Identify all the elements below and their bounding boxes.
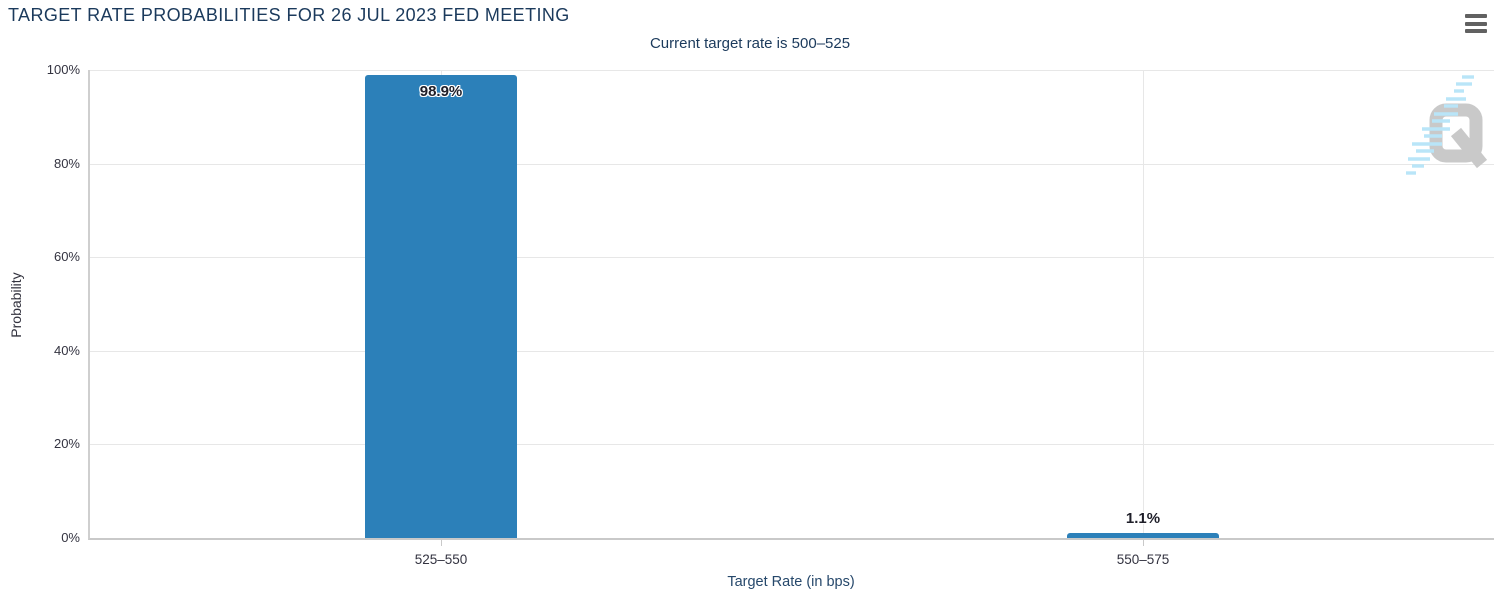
chart-subtitle: Current target rate is 500–525	[649, 35, 851, 52]
bar-value-label: 1.1%	[1125, 509, 1161, 527]
x-axis-tick	[441, 540, 442, 546]
plot-area: 98.9% 525–550 1.1% 550–575	[88, 70, 1494, 567]
bar-value-label: 98.9%	[419, 83, 463, 101]
menu-bar	[1465, 14, 1487, 18]
hamburger-menu-icon[interactable]	[1465, 14, 1487, 33]
menu-bar	[1465, 29, 1487, 33]
y-tick-label: 60%	[53, 249, 80, 265]
y-tick-label: 80%	[53, 155, 80, 171]
x-axis-title: Target Rate (in bps)	[727, 574, 855, 590]
y-gridline	[90, 257, 1494, 259]
x-tick-label: 525–550	[414, 552, 468, 567]
bar-525–550[interactable]	[365, 75, 517, 538]
x-tick-label: 550–575	[1116, 552, 1170, 567]
y-gridline	[90, 350, 1494, 352]
y-tick-label: 20%	[53, 436, 80, 452]
y-tick-label: 40%	[53, 342, 80, 358]
x-gridline	[1143, 70, 1144, 538]
bar-550–575[interactable]	[1067, 532, 1219, 538]
menu-bar	[1465, 21, 1487, 26]
y-axis-title: Probability	[8, 272, 24, 338]
y-tick-label: 0%	[61, 530, 80, 545]
y-tick-label: 100%	[46, 62, 80, 77]
y-gridline	[90, 444, 1494, 446]
chart-title: TARGET RATE PROBABILITIES FOR 26 JUL 202…	[8, 5, 570, 25]
x-axis-tick	[1143, 540, 1144, 546]
y-gridline	[90, 163, 1494, 165]
y-gridline	[90, 70, 1494, 71]
